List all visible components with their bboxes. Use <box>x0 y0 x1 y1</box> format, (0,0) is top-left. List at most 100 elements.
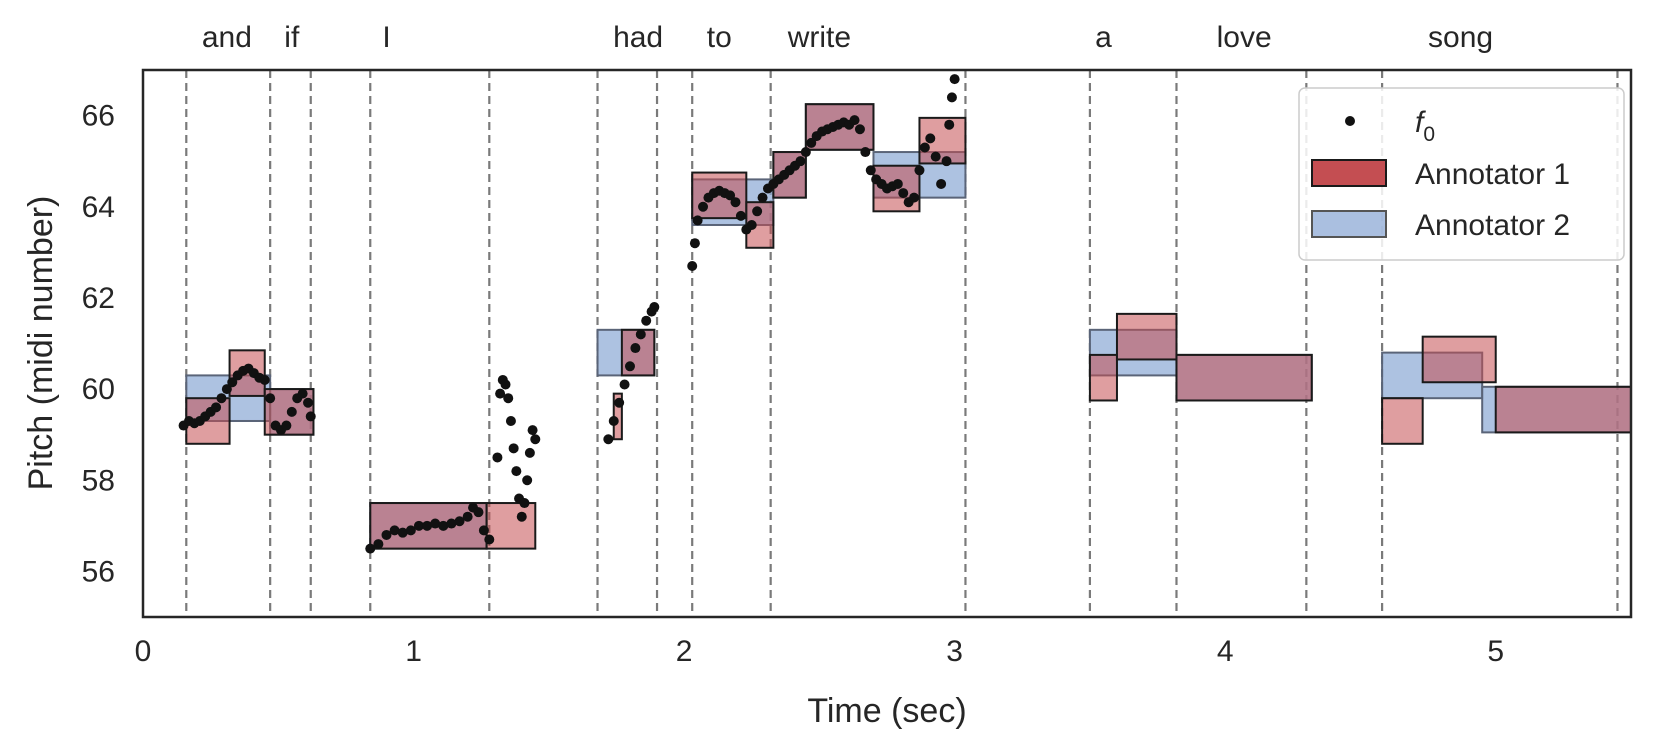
x-tick-label: 1 <box>405 635 422 668</box>
f0-point <box>698 201 709 212</box>
f0-point <box>503 393 514 404</box>
f0-point <box>641 315 652 326</box>
word-label: if <box>284 21 300 54</box>
f0-point <box>630 343 641 354</box>
f0-point <box>473 507 484 518</box>
f0-point <box>211 402 222 413</box>
f0-point <box>265 393 276 404</box>
y-tick-label: 60 <box>82 373 115 406</box>
x-tick-label: 0 <box>135 635 152 668</box>
y-tick-label: 62 <box>82 282 115 315</box>
f0-point <box>909 192 920 203</box>
annotator-1-note <box>1421 335 1497 384</box>
f0-point <box>373 539 384 550</box>
f0-point <box>511 466 522 477</box>
f0-point <box>492 452 503 463</box>
word-label: I <box>382 21 390 54</box>
x-tick-label: 4 <box>1217 635 1234 668</box>
f0-point <box>524 447 535 458</box>
f0-point <box>462 511 473 522</box>
word-label: write <box>787 21 851 54</box>
f0-point <box>500 379 511 390</box>
f0-point <box>365 543 376 554</box>
f0-point <box>941 156 952 167</box>
f0-point <box>949 74 960 85</box>
f0-point <box>422 520 433 531</box>
f0-point <box>505 415 516 426</box>
f0-point <box>495 388 506 399</box>
f0-point <box>381 529 392 540</box>
f0-point <box>527 425 538 436</box>
f0-point <box>221 384 232 395</box>
f0-point <box>936 178 947 189</box>
f0-point <box>478 525 489 536</box>
f0-point <box>608 415 619 426</box>
annotator-1-note <box>1494 385 1631 434</box>
x-tick-label: 5 <box>1487 635 1504 668</box>
legend: f0 Annotator 1 Annotator 2 <box>1298 87 1625 261</box>
f0-point <box>946 92 957 103</box>
word-label: had <box>613 21 663 54</box>
f0-point <box>692 215 703 226</box>
y-tick-label: 66 <box>82 100 115 133</box>
f0-point <box>795 156 806 167</box>
legend-f0-label: f0 <box>1415 106 1435 146</box>
f0-point <box>865 165 876 176</box>
f0-point <box>508 443 519 454</box>
annotator-1-note <box>1175 353 1313 402</box>
f0-point <box>624 361 635 372</box>
legend-annotator-1-label: Annotator 1 <box>1415 158 1570 191</box>
f0-point <box>687 261 698 272</box>
word-label: song <box>1428 21 1493 54</box>
f0-point <box>614 397 625 408</box>
f0-point <box>281 420 292 431</box>
f0-point <box>216 393 227 404</box>
x-axis-ticks: 0 1 2 3 4 5 <box>135 635 1504 668</box>
f0-point <box>746 219 757 230</box>
f0-point <box>397 527 408 538</box>
f0-point <box>919 142 930 153</box>
annotator-1-note <box>1088 353 1118 402</box>
f0-point <box>914 165 925 176</box>
word-label: and <box>202 21 252 54</box>
legend-annotator-2-label: Annotator 2 <box>1415 209 1570 242</box>
f0-point <box>806 137 817 148</box>
f0-point <box>603 434 614 445</box>
f0-point <box>849 115 860 126</box>
f0-point <box>892 178 903 189</box>
annotator-1-note <box>1381 397 1424 445</box>
annotator-1-note <box>1115 312 1178 361</box>
f0-point <box>689 238 700 249</box>
f0-point <box>259 374 270 385</box>
legend-annotator-2-swatch <box>1311 210 1387 238</box>
f0-point <box>484 534 495 545</box>
f0-point <box>925 133 936 144</box>
legend-f0-marker <box>1345 116 1355 126</box>
y-axis-label: Pitch (midi number) <box>22 196 60 491</box>
f0-points <box>178 74 960 554</box>
f0-point <box>522 475 533 486</box>
f0-point <box>454 516 465 527</box>
word-label: a <box>1095 21 1112 54</box>
f0-point <box>944 119 955 130</box>
f0-point <box>735 210 746 221</box>
f0-point <box>446 518 457 529</box>
x-tick-label: 2 <box>676 635 693 668</box>
y-tick-label: 56 <box>82 555 115 588</box>
f0-point <box>430 518 441 529</box>
word-label: love <box>1217 21 1272 54</box>
f0-point <box>286 406 297 417</box>
legend-annotator-1-swatch <box>1311 159 1387 187</box>
f0-point <box>303 397 314 408</box>
f0-point <box>757 192 768 203</box>
f0-point <box>413 520 424 531</box>
f0-point <box>860 147 871 158</box>
f0-point <box>752 206 763 217</box>
f0-point <box>635 329 646 340</box>
f0-point <box>930 151 941 162</box>
y-tick-label: 58 <box>82 464 115 497</box>
plot-frame <box>141 68 1633 619</box>
f0-point <box>305 411 316 422</box>
